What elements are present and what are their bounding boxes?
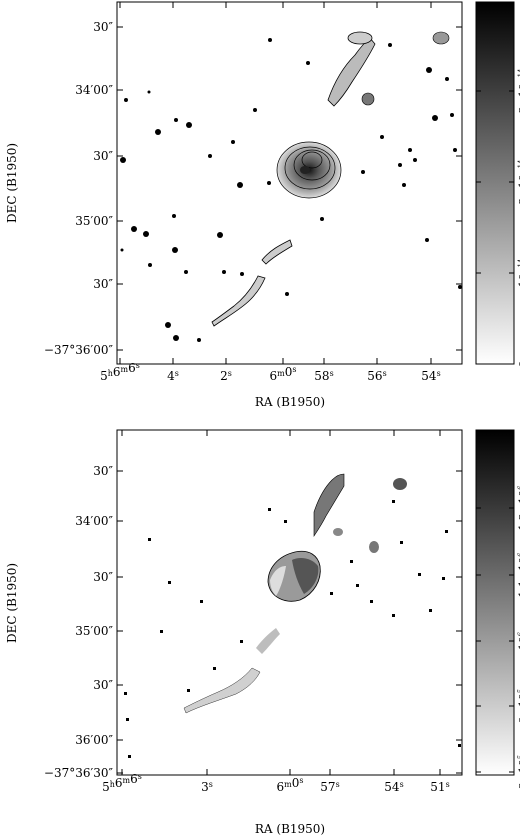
bottom-y-axis-label: DEC (B1950) — [5, 563, 19, 643]
y-tick-label: 30″ — [93, 570, 113, 584]
top-upper-filament — [327, 37, 376, 107]
x-tick-label: 56s — [367, 369, 386, 383]
top-image-map — [120, 31, 462, 342]
colorbar-tick-label: 10−14 — [517, 258, 520, 287]
top-colorbar — [475, 1, 515, 365]
x-tick-label: 58s — [314, 369, 333, 383]
y-tick-label: −37°36′00″ — [44, 343, 114, 357]
y-tick-label: 30″ — [93, 678, 113, 692]
x-tick-label: 57s — [320, 780, 339, 794]
colorbar-tick-label: 8×105 — [517, 755, 520, 790]
y-tick-label: 36′00″ — [75, 733, 113, 747]
x-tick-label: 54s — [421, 369, 440, 383]
top-y-axis-label: DEC (B1950) — [5, 143, 19, 223]
y-tick-label: 34′00″ — [75, 514, 113, 528]
x-tick-label: 2s — [220, 369, 232, 383]
colorbar-tick-label: 3×10−14 — [517, 68, 520, 114]
y-tick-label: 30″ — [93, 149, 113, 163]
top-lower-filament — [211, 275, 266, 327]
y-tick-label: 30″ — [93, 20, 113, 34]
bottom-lower-filament — [183, 667, 261, 714]
colorbar-tick-label: 106 — [517, 631, 520, 650]
colorbar-tick-label: 2×10−14 — [517, 159, 520, 205]
x-tick-label: 5h6m6s — [102, 772, 142, 794]
colorbar-tick-label: 9×105 — [517, 689, 520, 724]
y-tick-label: 35′00″ — [75, 214, 113, 228]
x-tick-label: 6m0s — [270, 365, 297, 383]
colorbar-tick-label: 1.1×106 — [517, 552, 520, 598]
bottom-image-frame — [116, 429, 463, 776]
axis-ticks: 5h6m6s 4s 2s 6m0s 58s 56s 54s 30″ 34′00″ 30″ 35′00… — [44, 2, 520, 794]
y-tick-label: 34′00″ — [75, 83, 113, 97]
x-tick-label: 4s — [167, 369, 179, 383]
y-tick-label: −37°36′30″ — [44, 766, 114, 780]
top-x-axis-label: RA (B1950) — [255, 395, 325, 409]
colorbar-tick-label: 1.2×106 — [517, 485, 520, 531]
colorbar-tick-label: 0 — [517, 361, 520, 368]
bottom-colorbar — [475, 429, 515, 776]
x-tick-label: 51s — [430, 780, 449, 794]
x-tick-label: 3s — [201, 780, 213, 794]
y-tick-label: 30″ — [93, 277, 113, 291]
bottom-image-map — [124, 473, 461, 758]
x-tick-label: 5h6m6s — [100, 361, 140, 383]
y-tick-label: 30″ — [93, 464, 113, 478]
bottom-x-axis-label: RA (B1950) — [255, 822, 325, 835]
x-tick-label: 6m0s — [277, 776, 304, 794]
x-tick-label: 54s — [384, 780, 403, 794]
y-tick-label: 35′00″ — [75, 624, 113, 638]
bottom-upper-filament — [313, 473, 345, 537]
